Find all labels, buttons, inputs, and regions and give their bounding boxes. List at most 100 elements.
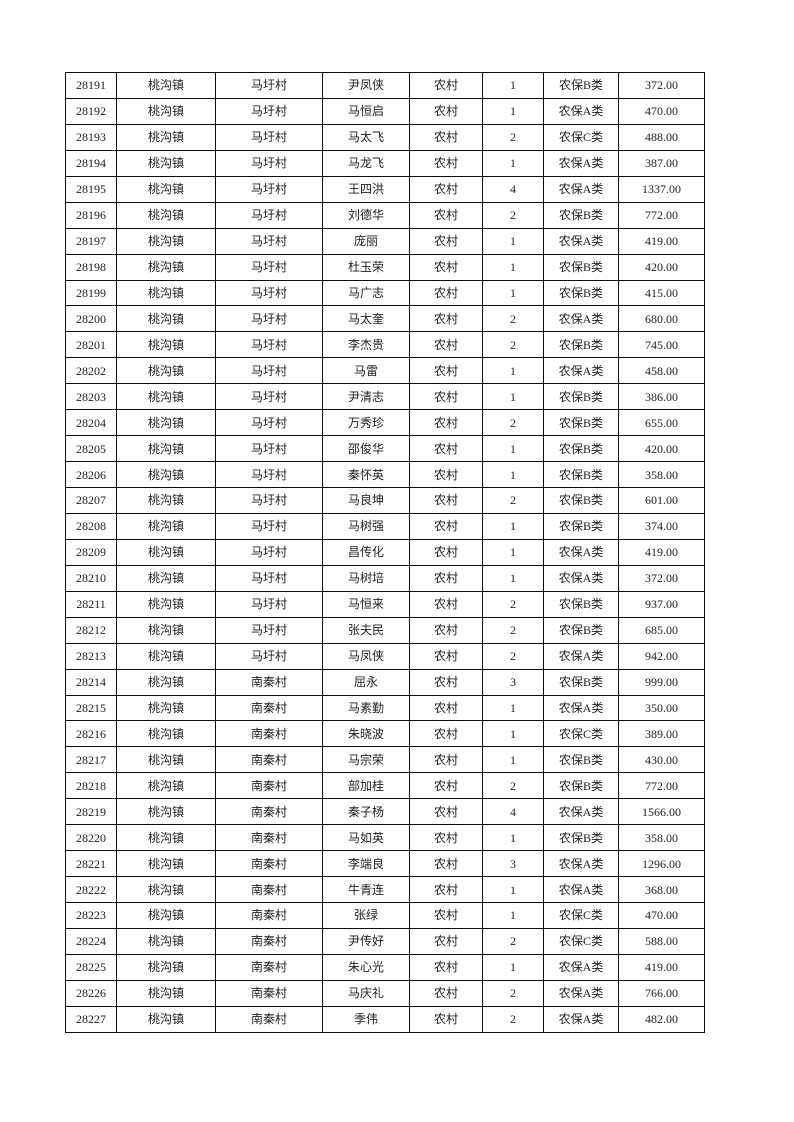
cell-person-name: 庞丽: [322, 227, 410, 255]
cell-record-id: 28210: [65, 564, 117, 592]
cell-amount: 419.00: [618, 953, 705, 981]
cell-person-count: 1: [482, 97, 544, 125]
cell-amount: 1296.00: [618, 850, 705, 878]
cell-person-name: 马宗荣: [322, 746, 410, 774]
cell-village: 马圩村: [215, 175, 323, 203]
cell-amount: 420.00: [618, 435, 705, 463]
cell-record-id: 28206: [65, 461, 117, 488]
cell-town: 桃沟镇: [116, 694, 216, 722]
cell-record-id: 28221: [65, 850, 117, 878]
cell-residence-type: 农村: [409, 461, 483, 488]
cell-person-count: 1: [482, 720, 544, 748]
cell-amount: 415.00: [618, 279, 705, 307]
cell-amount: 680.00: [618, 305, 705, 333]
cell-person-name: 杜玉荣: [322, 253, 410, 281]
cell-insurance-class: 农保B类: [543, 616, 619, 644]
cell-village: 马圩村: [215, 97, 323, 125]
table-row: 28205 桃沟镇 马圩村 邵俊华 农村 1 农保B类 420.00: [65, 435, 705, 463]
cell-record-id: 28211: [65, 590, 117, 618]
cell-town: 桃沟镇: [116, 953, 216, 981]
table-row: 28217 桃沟镇 南秦村 马宗荣 农村 1 农保B类 430.00: [65, 746, 705, 774]
cell-residence-type: 农村: [409, 927, 483, 955]
cell-person-name: 马树培: [322, 564, 410, 592]
cell-village: 南秦村: [215, 979, 323, 1007]
cell-person-name: 尹清志: [322, 383, 410, 411]
cell-record-id: 28222: [65, 876, 117, 903]
table-row: 28206 桃沟镇 马圩村 秦怀英 农村 1 农保B类 358.00: [65, 461, 705, 488]
cell-person-count: 2: [482, 927, 544, 955]
cell-record-id: 28218: [65, 772, 117, 800]
cell-amount: 601.00: [618, 487, 705, 514]
cell-residence-type: 农村: [409, 409, 483, 437]
cell-village: 马圩村: [215, 590, 323, 618]
cell-residence-type: 农村: [409, 564, 483, 592]
cell-record-id: 28197: [65, 227, 117, 255]
cell-person-name: 季伟: [322, 1005, 410, 1034]
cell-person-name: 屈永: [322, 668, 410, 696]
cell-record-id: 28223: [65, 902, 117, 929]
cell-village: 南秦村: [215, 694, 323, 722]
cell-village: 马圩村: [215, 149, 323, 177]
cell-person-count: 1: [482, 564, 544, 592]
cell-village: 马圩村: [215, 279, 323, 307]
cell-amount: 772.00: [618, 201, 705, 229]
cell-town: 桃沟镇: [116, 850, 216, 878]
cell-person-count: 1: [482, 902, 544, 929]
cell-person-name: 马如英: [322, 824, 410, 852]
cell-amount: 766.00: [618, 979, 705, 1007]
table-row: 28227 桃沟镇 南秦村 季伟 农村 2 农保A类 482.00: [65, 1005, 705, 1034]
table-row: 28202 桃沟镇 马圩村 马雷 农村 1 农保A类 458.00: [65, 357, 705, 385]
cell-insurance-class: 农保B类: [543, 772, 619, 800]
cell-person-count: 1: [482, 538, 544, 566]
cell-village: 马圩村: [215, 201, 323, 229]
cell-residence-type: 农村: [409, 201, 483, 229]
cell-village: 马圩村: [215, 435, 323, 463]
cell-record-id: 28209: [65, 538, 117, 566]
cell-insurance-class: 农保B类: [543, 746, 619, 774]
cell-record-id: 28215: [65, 694, 117, 722]
cell-village: 马圩村: [215, 564, 323, 592]
cell-record-id: 28192: [65, 97, 117, 125]
cell-person-name: 马恒来: [322, 590, 410, 618]
cell-person-count: 2: [482, 642, 544, 670]
table-row: 28212 桃沟镇 马圩村 张夫民 农村 2 农保B类 685.00: [65, 616, 705, 644]
cell-person-name: 牛青连: [322, 876, 410, 903]
table-row: 28222 桃沟镇 南秦村 牛青连 农村 1 农保A类 368.00: [65, 876, 705, 903]
table-row: 28198 桃沟镇 马圩村 杜玉荣 农村 1 农保B类 420.00: [65, 253, 705, 281]
cell-town: 桃沟镇: [116, 1005, 216, 1034]
cell-amount: 368.00: [618, 876, 705, 903]
cell-record-id: 28199: [65, 279, 117, 307]
cell-person-name: 马龙飞: [322, 149, 410, 177]
cell-village: 南秦村: [215, 850, 323, 878]
cell-amount: 389.00: [618, 720, 705, 748]
cell-amount: 772.00: [618, 772, 705, 800]
cell-town: 桃沟镇: [116, 746, 216, 774]
cell-record-id: 28201: [65, 331, 117, 359]
cell-person-name: 尹传好: [322, 927, 410, 955]
cell-record-id: 28227: [65, 1005, 117, 1034]
cell-town: 桃沟镇: [116, 564, 216, 592]
cell-record-id: 28213: [65, 642, 117, 670]
cell-town: 桃沟镇: [116, 409, 216, 437]
cell-insurance-class: 农保C类: [543, 720, 619, 748]
table-row: 28195 桃沟镇 马圩村 王四洪 农村 4 农保A类 1337.00: [65, 175, 705, 203]
cell-person-name: 马广志: [322, 279, 410, 307]
cell-person-count: 1: [482, 72, 544, 99]
cell-village: 马圩村: [215, 305, 323, 333]
cell-record-id: 28214: [65, 668, 117, 696]
cell-amount: 488.00: [618, 123, 705, 151]
cell-insurance-class: 农保B类: [543, 72, 619, 99]
cell-village: 马圩村: [215, 461, 323, 488]
cell-village: 南秦村: [215, 720, 323, 748]
cell-person-count: 1: [482, 227, 544, 255]
cell-insurance-class: 农保A类: [543, 305, 619, 333]
cell-person-count: 2: [482, 1005, 544, 1034]
table-row: 28220 桃沟镇 南秦村 马如英 农村 1 农保B类 358.00: [65, 824, 705, 852]
cell-person-count: 1: [482, 512, 544, 540]
cell-insurance-class: 农保A类: [543, 953, 619, 981]
cell-village: 马圩村: [215, 409, 323, 437]
cell-person-name: 昌传化: [322, 538, 410, 566]
cell-town: 桃沟镇: [116, 72, 216, 99]
table-row: 28199 桃沟镇 马圩村 马广志 农村 1 农保B类 415.00: [65, 279, 705, 307]
cell-person-count: 2: [482, 123, 544, 151]
